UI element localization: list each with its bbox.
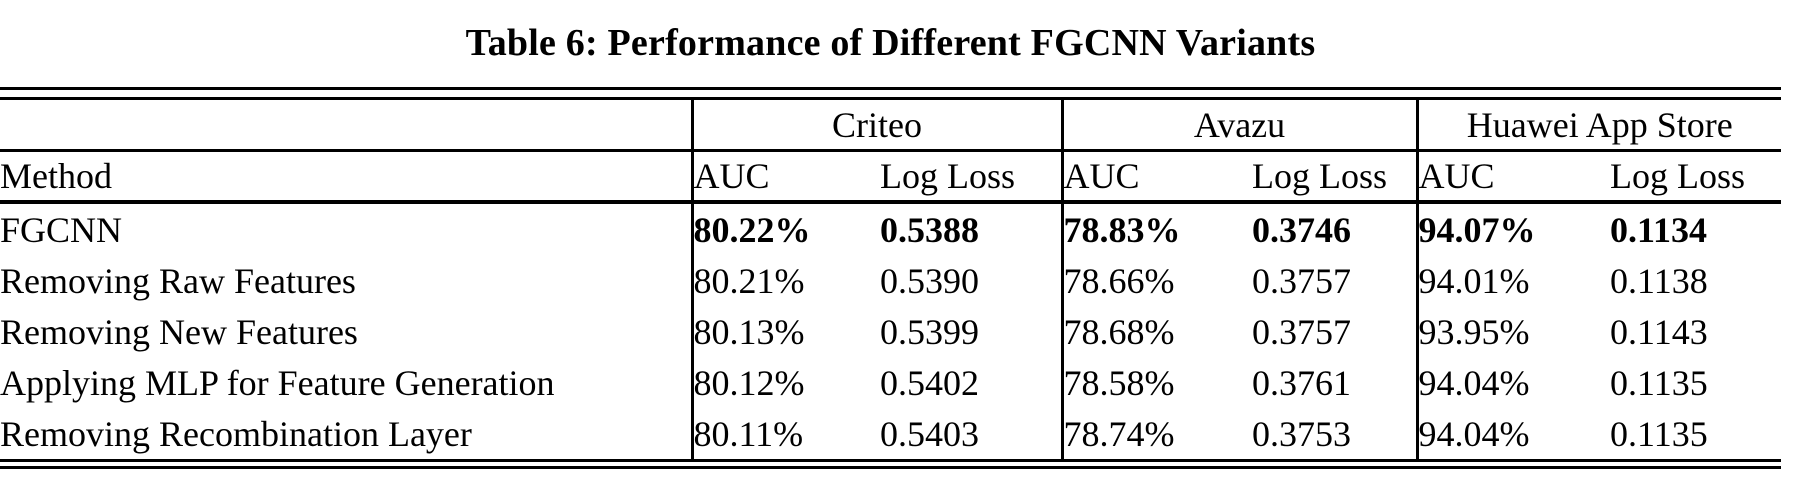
huawei-logloss-value: 0.1138 [1610,260,1708,301]
method-column-header: Method [0,150,692,204]
huawei-auc-value: 93.95% [1415,306,1611,357]
performance-table: Criteo Avazu Huawei App Store Method AUC… [0,97,1782,462]
method-name: Removing Recombination Layer [0,413,472,454]
criteo-auc-value: 80.13% [690,306,880,357]
criteo-logloss-value: 0.5399 [880,311,979,352]
table-row-applying-mlp: Applying MLP for Feature Generation 80.1… [0,357,1781,408]
huawei-auc-value: 94.01% [1415,255,1611,306]
criteo-auc-value: 80.11% [690,408,880,461]
avazu-auc-value: 78.68% [1060,306,1253,357]
table-row-removing-new-features: Removing New Features 80.13% 0.5399 78.6… [0,306,1781,357]
group-header-huawei-app-store: Huawei App Store [1415,98,1782,152]
avazu-logloss-value: 0.3757 [1252,260,1352,301]
avazu-logloss-value: 0.3757 [1252,311,1352,352]
criteo-logloss-value: 0.5388 [880,209,979,250]
huawei-auc-header: AUC [1415,150,1611,204]
table-row-fgcnn: FGCNN 80.22% 0.5388 78.83% 0.3746 94.07%… [0,202,1781,255]
avazu-auc-value: 78.58% [1060,357,1253,408]
huawei-auc-value: 94.04% [1415,357,1611,408]
huawei-auc-value: 94.07% [1415,202,1611,255]
huawei-logloss-value: 0.1134 [1610,209,1708,250]
avazu-auc-value: 78.66% [1060,255,1253,306]
huawei-logloss-value: 0.1135 [1610,362,1708,403]
criteo-auc-value: 80.22% [690,202,880,255]
huawei-auc-value: 94.04% [1415,408,1611,461]
table-caption: Table 6: Performance of Different FGCNN … [465,22,1316,64]
avazu-auc-value: 78.74% [1060,408,1253,461]
metric-header-row: Method AUC Log Loss AUC Log Loss AUC Log… [0,150,1782,204]
method-name: Applying MLP for Feature Generation [0,362,555,403]
criteo-logloss-value: 0.5403 [880,413,979,454]
group-header-avazu: Avazu [1060,98,1418,152]
group-header-criteo: Criteo [690,98,1063,152]
avazu-auc-header: AUC [1060,150,1253,204]
huawei-logloss-header: Log Loss [1610,150,1782,204]
avazu-auc-value: 78.83% [1060,202,1253,255]
avazu-logloss-value: 0.3746 [1252,209,1352,250]
method-name: FGCNN [0,209,123,250]
dataset-group-header-row: Criteo Avazu Huawei App Store [0,98,1782,152]
criteo-logloss-value: 0.5390 [880,260,979,301]
criteo-auc-value: 80.21% [690,255,880,306]
avazu-logloss-header: Log Loss [1252,150,1418,204]
method-name: Removing Raw Features [0,260,356,301]
method-name: Removing New Features [0,311,358,352]
table-wrapper: Criteo Avazu Huawei App Store Method AUC… [0,87,1782,469]
criteo-auc-value: 80.12% [690,357,880,408]
criteo-auc-header: AUC [690,150,880,204]
criteo-logloss-header: Log Loss [880,150,1063,204]
avazu-logloss-value: 0.3761 [1252,362,1352,403]
huawei-logloss-value: 0.1143 [1610,311,1708,352]
table-row-removing-recombination-layer: Removing Recombination Layer 80.11% 0.54… [0,408,1781,461]
table-row-removing-raw-features: Removing Raw Features 80.21% 0.5390 78.6… [0,255,1781,306]
huawei-logloss-value: 0.1135 [1610,413,1708,454]
avazu-logloss-value: 0.3753 [1252,413,1352,454]
empty-corner-cell [0,98,692,152]
criteo-logloss-value: 0.5402 [880,362,979,403]
